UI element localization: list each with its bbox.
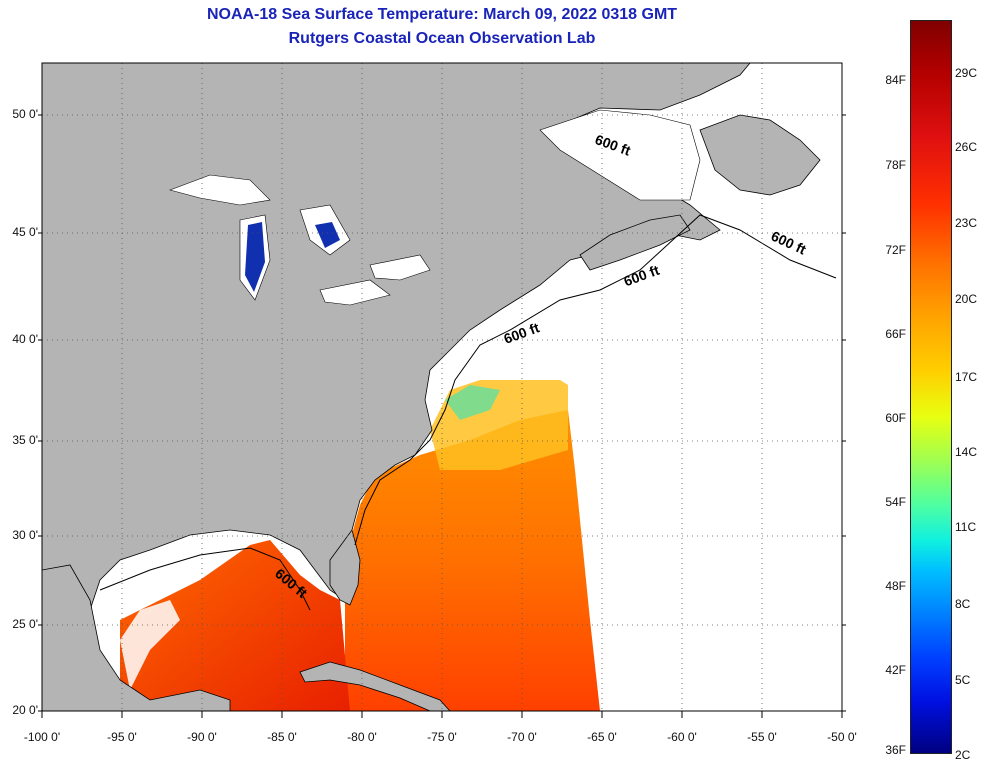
latitude-tick-label: 50 0' xyxy=(12,107,38,121)
map-title: NOAA-18 Sea Surface Temperature: March 0… xyxy=(206,6,678,23)
map-subtitle: Rutgers Coastal Ocean Observation Lab xyxy=(288,30,596,47)
florida-land xyxy=(329,529,361,606)
gulf-st-lawrence xyxy=(539,109,701,201)
colorbar-fahrenheit-label: 84F xyxy=(885,73,906,87)
longitude-tick-label: -75 0' xyxy=(427,730,457,744)
longitude-tick-label: -50 0' xyxy=(827,730,857,744)
temperature-colorbar xyxy=(910,20,952,754)
sst-cool-patches xyxy=(445,385,500,420)
colorbar-fahrenheit-label: 36F xyxy=(885,743,906,757)
colorbar-celsius-label: 11C xyxy=(955,520,977,534)
colorbar-celsius-label: 5C xyxy=(955,673,971,687)
latitude-tick-label: 35 0' xyxy=(12,433,38,447)
colorbar-fahrenheit-label: 66F xyxy=(885,327,906,341)
mexico-land xyxy=(42,564,231,711)
colorbar-fahrenheit-label: 72F xyxy=(885,243,906,257)
longitude-tick-label: -85 0' xyxy=(267,730,297,744)
longitude-tick-label: -65 0' xyxy=(587,730,617,744)
axis-ticks xyxy=(38,114,846,718)
colorbar-fahrenheit-label: 48F xyxy=(885,579,906,593)
longitude-tick-label: -70 0' xyxy=(507,730,537,744)
lake-michigan-sst xyxy=(245,222,265,292)
colorbar-fahrenheit-label: 60F xyxy=(885,411,906,425)
longitude-tick-label: -100 0' xyxy=(23,730,61,744)
colorbar-celsius-label: 17C xyxy=(955,370,978,384)
colorbar-celsius-label: 2C xyxy=(955,748,971,762)
600ft-contour-gulf xyxy=(99,547,311,611)
colorbar-celsius-label: 14C xyxy=(955,445,978,459)
latitude-tick-label: 25 0' xyxy=(12,617,38,631)
colorbar-fahrenheit-label: 54F xyxy=(885,495,906,509)
cuba-land xyxy=(299,661,451,711)
sst-gulf-clouds xyxy=(120,600,180,690)
colorbar-celsius-label: 29C xyxy=(955,66,978,80)
colorbar-celsius-label: 23C xyxy=(955,216,978,230)
longitude-tick-label: -55 0' xyxy=(747,730,777,744)
colorbar-fahrenheit-label: 42F xyxy=(885,663,906,677)
colorbar-celsius-label: 20C xyxy=(955,292,978,306)
longitude-tick-label: -60 0' xyxy=(667,730,697,744)
longitude-tick-label: -95 0' xyxy=(107,730,137,744)
latitude-tick-label: 40 0' xyxy=(12,332,38,346)
600ft-contour-line xyxy=(354,214,837,546)
latitude-tick-label: 45 0' xyxy=(12,225,38,239)
nova-scotia-land xyxy=(579,214,691,271)
colorbar-celsius-label: 26C xyxy=(955,140,978,154)
colorbar-celsius-label: 8C xyxy=(955,597,971,611)
sst-swath-gulf xyxy=(120,540,350,711)
colorbar-fahrenheit-label: 78F xyxy=(885,158,906,172)
great-lakes xyxy=(169,174,431,306)
latitude-tick-label: 30 0' xyxy=(12,528,38,542)
sst-swath-atlantic xyxy=(345,410,600,711)
longitude-tick-label: -90 0' xyxy=(187,730,217,744)
latitude-tick-label: 20 0' xyxy=(12,703,38,717)
longitude-tick-label: -80 0' xyxy=(347,730,377,744)
newfoundland-land xyxy=(699,114,821,196)
lake-huron-sst xyxy=(315,222,340,248)
